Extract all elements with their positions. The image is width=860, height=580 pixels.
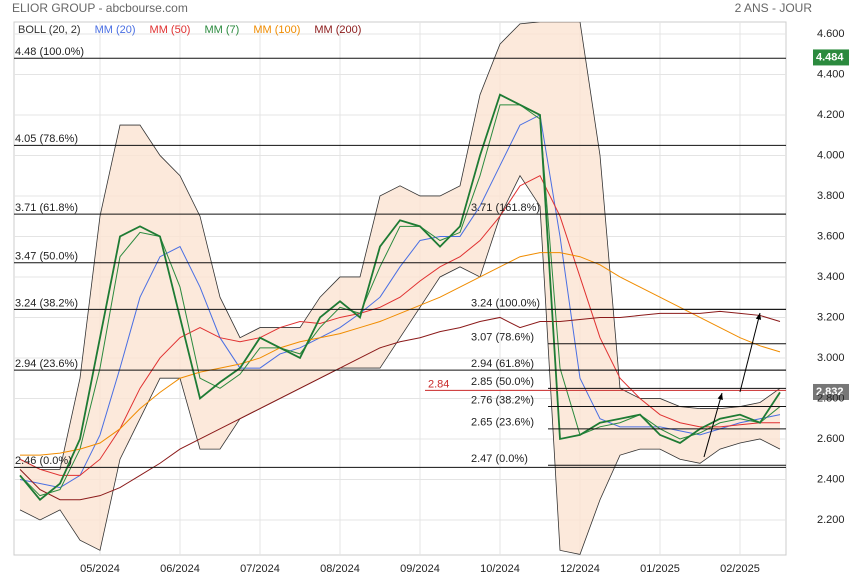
x-tick-label: 09/2024 bbox=[400, 563, 440, 575]
fib-label: 4.05 (78.6%) bbox=[15, 133, 78, 145]
arrow-head bbox=[755, 313, 762, 320]
legend-entry: MM (100) bbox=[253, 24, 300, 36]
price-tag bbox=[813, 383, 849, 400]
fib-label: 3.47 (50.0%) bbox=[15, 251, 78, 263]
ma-line bbox=[19, 310, 781, 501]
y-tick-label: 2.800 bbox=[817, 392, 845, 404]
fib-label: 2.47 (0.0%) bbox=[471, 453, 528, 465]
y-tick-label: 3.800 bbox=[817, 190, 845, 202]
x-tick-label: 08/2024 bbox=[320, 563, 360, 575]
fib-label: 3.24 (38.2%) bbox=[15, 297, 78, 309]
bollinger-upper bbox=[19, 22, 781, 470]
arrow-head bbox=[717, 393, 723, 400]
price-tag bbox=[813, 49, 849, 66]
price-tag-label: 4.484 bbox=[816, 51, 844, 63]
fib-label: 3.07 (78.6%) bbox=[471, 332, 534, 344]
period: 2 ANS - JOUR bbox=[735, 1, 813, 15]
price-line bbox=[19, 93, 781, 501]
fib-label: 2.94 (61.8%) bbox=[471, 358, 534, 370]
x-tick-label: 12/2024 bbox=[560, 563, 600, 575]
fib-label: 2.76 (38.2%) bbox=[471, 394, 534, 406]
y-tick-label: 3.000 bbox=[817, 352, 845, 364]
bollinger-fill bbox=[20, 22, 780, 555]
fib-label: 2.46 (0.0%) bbox=[15, 455, 72, 467]
y-tick-label: 4.200 bbox=[817, 109, 845, 121]
y-tick-label: 4.000 bbox=[817, 149, 845, 161]
x-tick-label: 05/2024 bbox=[80, 563, 120, 575]
fib-label: 3.71 (61.8%) bbox=[15, 202, 78, 214]
y-tick-label: 4.600 bbox=[817, 28, 845, 40]
plot-frame bbox=[13, 21, 787, 556]
fib-label: 2.94 (23.6%) bbox=[15, 358, 78, 370]
y-tick-label: 4.400 bbox=[817, 68, 845, 80]
y-tick-label: 2.400 bbox=[817, 473, 845, 485]
arrow bbox=[739, 312, 761, 393]
legend-entry: MM (50) bbox=[150, 24, 191, 36]
y-tick-label: 2.600 bbox=[817, 433, 845, 445]
legend-entry: BOLL (20, 2) bbox=[18, 24, 81, 36]
price-tag-label: 2.832 bbox=[816, 386, 844, 398]
fib-label: 2.65 (23.6%) bbox=[471, 417, 534, 429]
legend-entry: MM (20) bbox=[95, 24, 136, 36]
plot bbox=[14, 22, 786, 555]
ma-line bbox=[19, 175, 780, 476]
ma-line bbox=[19, 114, 781, 489]
x-tick-label: 07/2024 bbox=[240, 563, 280, 575]
fib-label: 3.24 (100.0%) bbox=[471, 297, 540, 309]
x-tick-label: 02/2025 bbox=[720, 563, 760, 575]
y-tick-label: 2.200 bbox=[817, 514, 845, 526]
ma-line bbox=[19, 104, 781, 497]
x-tick-label: 06/2024 bbox=[160, 563, 200, 575]
fib-label: 4.48 (100.0%) bbox=[15, 46, 84, 58]
fib-label: 3.71 (161.8%) bbox=[471, 202, 540, 214]
x-tick-label: 10/2024 bbox=[480, 563, 520, 575]
y-tick-label: 3.200 bbox=[817, 311, 845, 323]
arrow bbox=[703, 392, 723, 458]
chart-title: ELIOR GROUP - abcbourse.com bbox=[12, 1, 188, 15]
legend-entry: MM (7) bbox=[204, 24, 239, 36]
bollinger-lower bbox=[19, 174, 781, 555]
legend-entry: MM (200) bbox=[314, 24, 361, 36]
fib-label: 2.85 (50.0%) bbox=[471, 376, 534, 388]
y-tick-label: 3.600 bbox=[817, 230, 845, 242]
level-label: 2.84 bbox=[428, 378, 449, 390]
overlay: 4.48 (100.0%) 4.05 (78.6%) 3.71 (61.8%) 3.4… bbox=[14, 24, 849, 468]
x-tick-label: 01/2025 bbox=[640, 563, 680, 575]
y-tick-label: 3.400 bbox=[817, 271, 845, 283]
ma-line bbox=[20, 252, 781, 456]
